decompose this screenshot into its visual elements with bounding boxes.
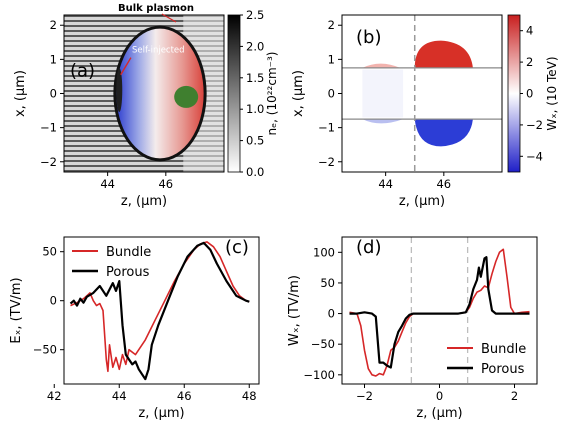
- x-tick-label: 42: [47, 389, 62, 403]
- plot-area: [349, 248, 530, 377]
- x-tick-label: 46: [158, 177, 173, 191]
- x-axis-label: z, (μm): [121, 194, 167, 209]
- wx-faint-core: [362, 69, 404, 118]
- y-tick-label: 0: [328, 87, 335, 101]
- axes-frame: [63, 236, 260, 385]
- panel-label: (c): [225, 237, 249, 258]
- colorbar: [227, 14, 241, 173]
- series-line-porous: [349, 256, 530, 369]
- y-tick-label: −100: [303, 368, 335, 382]
- wx-positive-faint: [362, 63, 401, 68]
- panel-d: −2 0 2 100 50 0 −50 −100 z, (μm) Wₓ, (TV/m) Bundle…: [287, 236, 538, 421]
- x-tick-label: 44: [100, 177, 115, 191]
- y-axis-label: Wₓ, (TV/m): [287, 275, 302, 346]
- green-blob: [174, 85, 199, 108]
- x-axis-label: z, (μm): [138, 406, 184, 421]
- colorbar-tick-label: 0: [526, 87, 533, 101]
- y-tick-label: 1: [50, 52, 57, 66]
- colorbar-tick-label: 1.0: [246, 102, 264, 116]
- plot-area: [69, 241, 250, 381]
- x-tick-label: 0: [436, 389, 443, 403]
- colorbar-tick-label: 2: [526, 55, 533, 69]
- colorbar-label: Wₓ, (10 TeV): [545, 56, 559, 130]
- colorbar-tick-label: 1.5: [246, 71, 264, 85]
- panel-a: 44 46 2 1 0 −1 −2 z, (μm) x, (μm) 0.0 0.5 1.0 1.5 2.0…: [13, 3, 279, 209]
- y-tick-label: 0: [328, 307, 335, 321]
- bubble: [116, 28, 204, 159]
- series-line-porous: [69, 241, 250, 381]
- x-tick-label: 46: [436, 177, 451, 191]
- x-tick-label: 2: [511, 389, 518, 403]
- colorbar-tick-label: 2.5: [246, 8, 264, 22]
- x-tick-label: 46: [177, 389, 192, 403]
- x-tick-label: 44: [378, 177, 393, 191]
- colorbar-tick-label: −2: [526, 118, 543, 132]
- y-axis-label: x, (μm): [13, 70, 28, 117]
- y-tick-label: −1: [318, 121, 335, 135]
- y-tick-label: 0: [50, 87, 57, 101]
- y-tick-label: −50: [311, 337, 335, 351]
- y-tick-label: 100: [313, 245, 335, 259]
- panel-label: (a): [70, 60, 95, 81]
- panel-c: 42 44 46 48 50 0 −50 z, (μm) Eₓ, (TV/m) Bundle Por…: [9, 236, 260, 421]
- annotation-bulk-plasmon: Bulk plasmon: [118, 3, 194, 14]
- y-tick-label: −2: [40, 155, 57, 169]
- y-tick-label: 2: [328, 18, 335, 32]
- x-tick-label: 44: [112, 389, 127, 403]
- panel-label: (d): [356, 237, 381, 258]
- x-axis-label: z, (μm): [416, 406, 462, 421]
- y-tick-label: 0: [50, 294, 57, 308]
- colorbar-tick-label: 0.0: [246, 165, 264, 179]
- legend-label: Porous: [481, 362, 525, 377]
- wx-positive-lobe: [414, 40, 473, 68]
- y-tick-label: 2: [50, 18, 57, 32]
- legend-label: Bundle: [106, 245, 151, 260]
- y-tick-label: 50: [320, 276, 335, 290]
- y-tick-label: −50: [33, 343, 57, 357]
- y-axis-label: Eₓ, (TV/m): [9, 277, 24, 343]
- x-tick-label: −2: [356, 389, 373, 403]
- x-axis-label: z, (μm): [399, 194, 445, 209]
- injected-column: [116, 68, 123, 113]
- colorbar-label: nₑ, (10²²cm⁻³): [265, 52, 279, 136]
- wx-map: [362, 40, 473, 147]
- legend-label: Porous: [106, 265, 150, 280]
- wx-negative-faint: [362, 119, 404, 124]
- y-tick-label: −1: [40, 121, 57, 135]
- colorbar-tick-label: −4: [526, 149, 543, 163]
- density-map: [64, 15, 224, 172]
- y-tick-label: −2: [318, 155, 335, 169]
- y-tick-label: 1: [328, 52, 335, 66]
- colorbar-tick-label: 2.0: [246, 39, 264, 53]
- legend-label: Bundle: [481, 342, 526, 357]
- x-tick-label: 48: [242, 389, 257, 403]
- y-tick-label: 50: [42, 245, 57, 259]
- colorbar-tick-label: 4: [526, 24, 533, 38]
- y-axis-label: x, (μm): [291, 70, 306, 117]
- panel-label: (b): [356, 27, 381, 48]
- colorbar-tick-label: 0.5: [246, 134, 264, 148]
- annotation-arrow: [161, 13, 177, 23]
- annotation-arrow: [120, 57, 132, 76]
- wx-negative-lobe: [414, 119, 473, 147]
- colorbar: [507, 14, 521, 173]
- annotation-self-injected: Self-injected: [132, 46, 185, 56]
- series-line-bundle: [70, 241, 250, 373]
- panel-b: 44 46 2 1 0 −1 −2 z, (μm) x, (μm) 4 2 0 −2 −4 Wₓ, (10 …: [291, 14, 559, 209]
